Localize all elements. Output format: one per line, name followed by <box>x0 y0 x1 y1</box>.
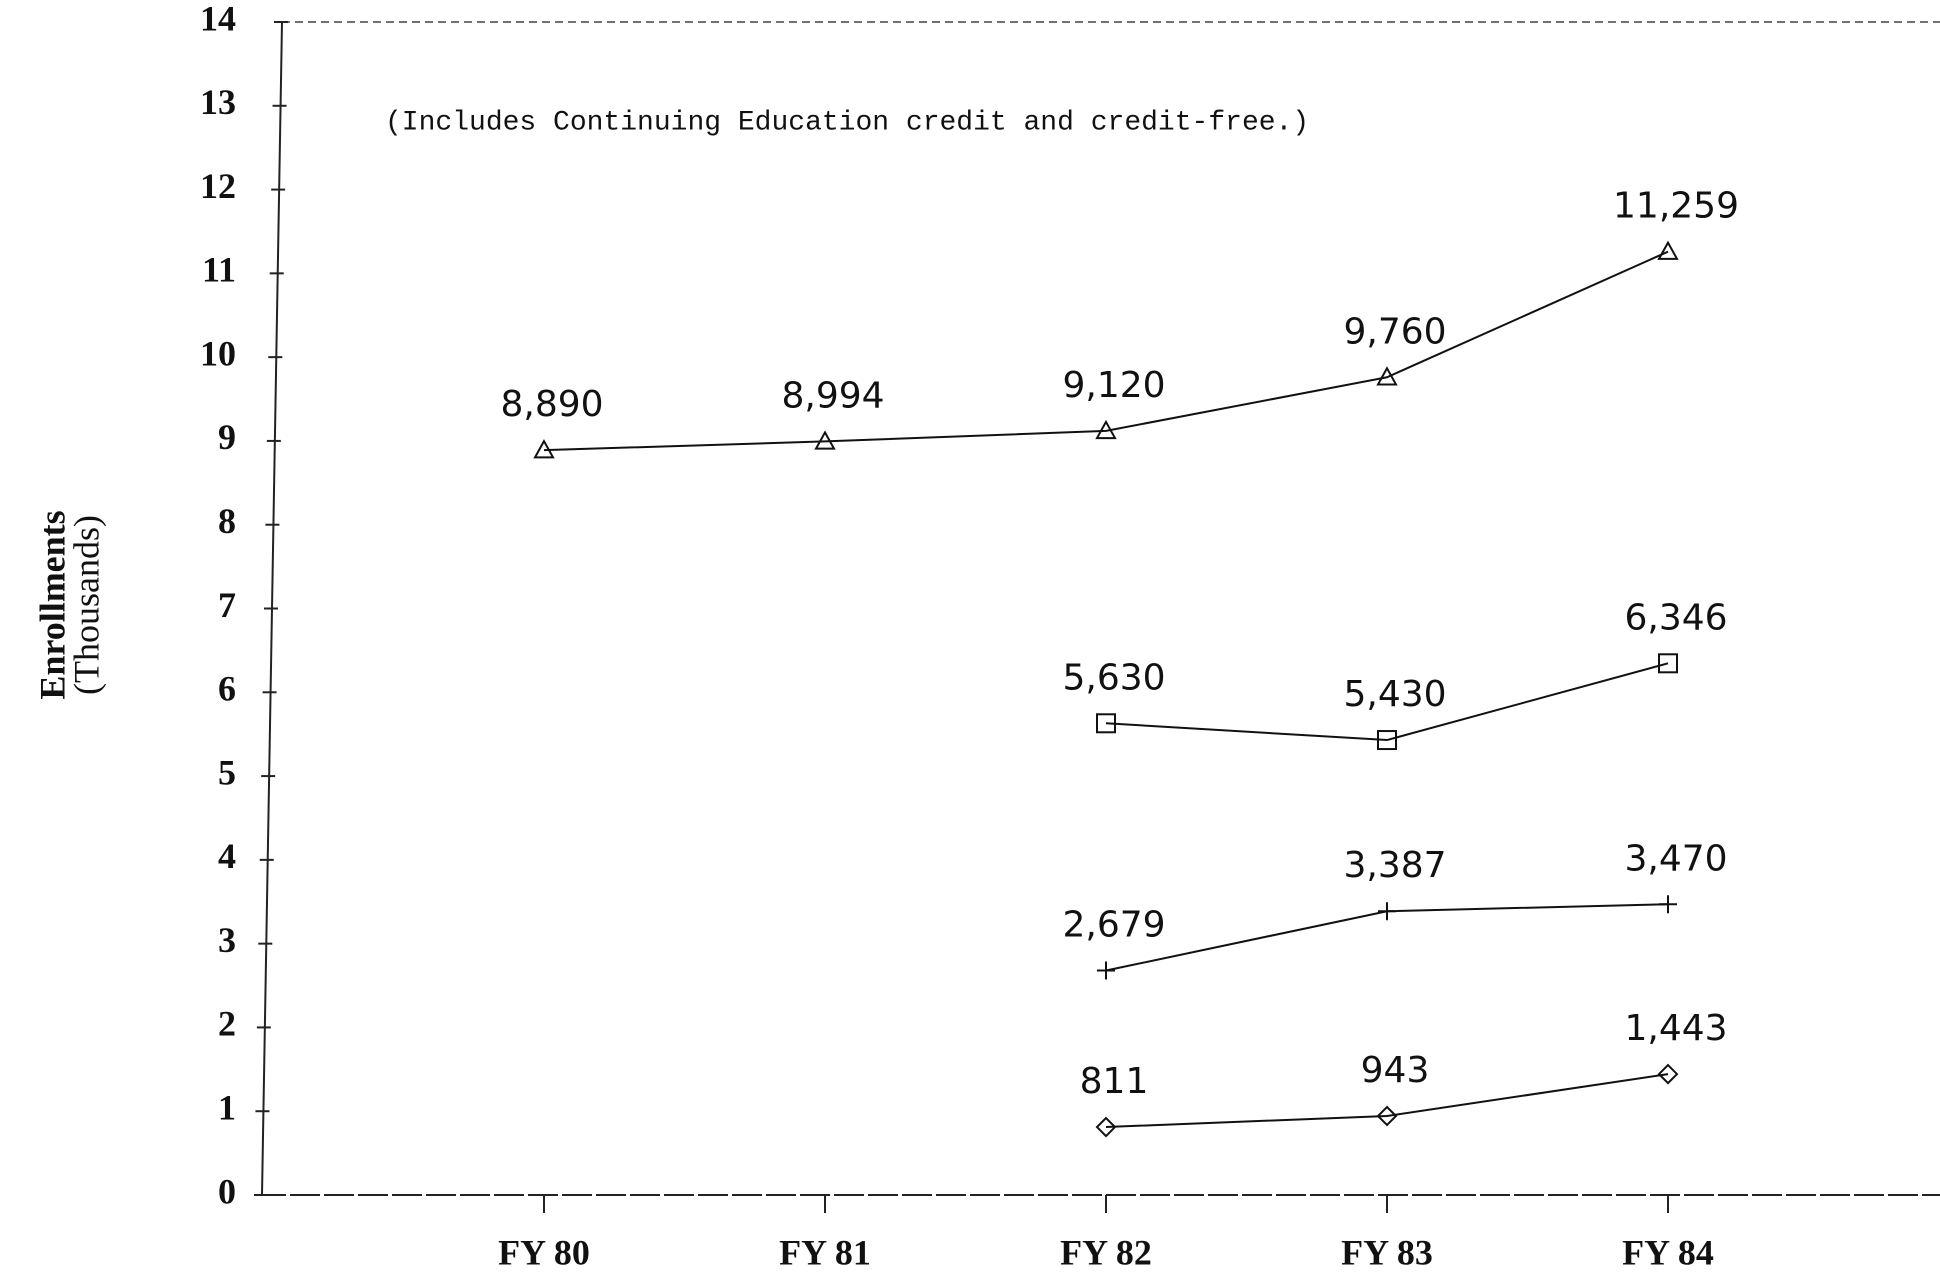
data-label: 9,760 <box>1343 311 1446 352</box>
y-tick-label: 2 <box>218 1004 236 1044</box>
y-tick-label: 9 <box>218 417 236 457</box>
data-label: 5,430 <box>1343 674 1446 715</box>
marker <box>1096 713 1116 734</box>
marker <box>1657 1063 1679 1085</box>
annotation: (Includes Continuing Education credit an… <box>385 107 1309 138</box>
data-label: 8,994 <box>781 375 884 416</box>
y-tick-label: 12 <box>200 166 236 206</box>
data-label: 8,890 <box>500 384 603 425</box>
y-axis-label: (Thousands) <box>66 515 106 695</box>
x-tick-label: FY 81 <box>779 1232 871 1272</box>
marker <box>814 430 836 450</box>
x-tick-label: FY 83 <box>1341 1232 1433 1272</box>
marker <box>1659 895 1677 914</box>
y-tick-label: 4 <box>218 836 236 876</box>
y-tick-label: 7 <box>218 585 236 625</box>
marker <box>1657 240 1679 260</box>
marker <box>1376 366 1398 386</box>
y-tick-label: 1 <box>218 1087 236 1127</box>
y-tick-label: 14 <box>200 0 236 38</box>
data-label: 6,346 <box>1624 597 1727 638</box>
marker <box>1378 902 1396 921</box>
x-tick-label: FY 82 <box>1060 1232 1152 1272</box>
marker <box>1097 961 1115 980</box>
x-tick-label: FY 80 <box>498 1232 590 1272</box>
marker <box>1377 730 1397 751</box>
y-tick-label: 8 <box>218 501 236 541</box>
y-tick-label: 6 <box>218 669 236 709</box>
y-axis-label: Enrollments <box>32 510 72 699</box>
y-tick-label: 0 <box>218 1171 236 1211</box>
y-tick-label: 11 <box>202 250 236 290</box>
y-tick-label: 5 <box>218 752 236 792</box>
marker <box>1095 1116 1117 1138</box>
series-line <box>543 250 1669 452</box>
data-label: 3,470 <box>1624 838 1727 879</box>
data-label: 1,443 <box>1624 1008 1727 1049</box>
y-tick-label: 3 <box>218 920 236 960</box>
data-label: 9,120 <box>1062 365 1165 406</box>
data-label: 11,259 <box>1613 186 1739 227</box>
y-tick-label: 13 <box>200 82 236 122</box>
x-tick-label: FY 84 <box>1622 1232 1714 1272</box>
data-label: 2,679 <box>1062 905 1165 946</box>
y-tick-label: 10 <box>200 333 236 373</box>
series-line <box>1105 662 1669 742</box>
marker <box>533 439 555 459</box>
series-line <box>1105 1073 1669 1129</box>
data-label: 811 <box>1080 1061 1149 1102</box>
data-label: 943 <box>1361 1050 1430 1091</box>
data-label: 5,630 <box>1062 657 1165 698</box>
data-label: 3,387 <box>1343 845 1446 886</box>
marker <box>1658 653 1678 674</box>
marker <box>1095 419 1117 440</box>
marker <box>1376 1105 1398 1127</box>
